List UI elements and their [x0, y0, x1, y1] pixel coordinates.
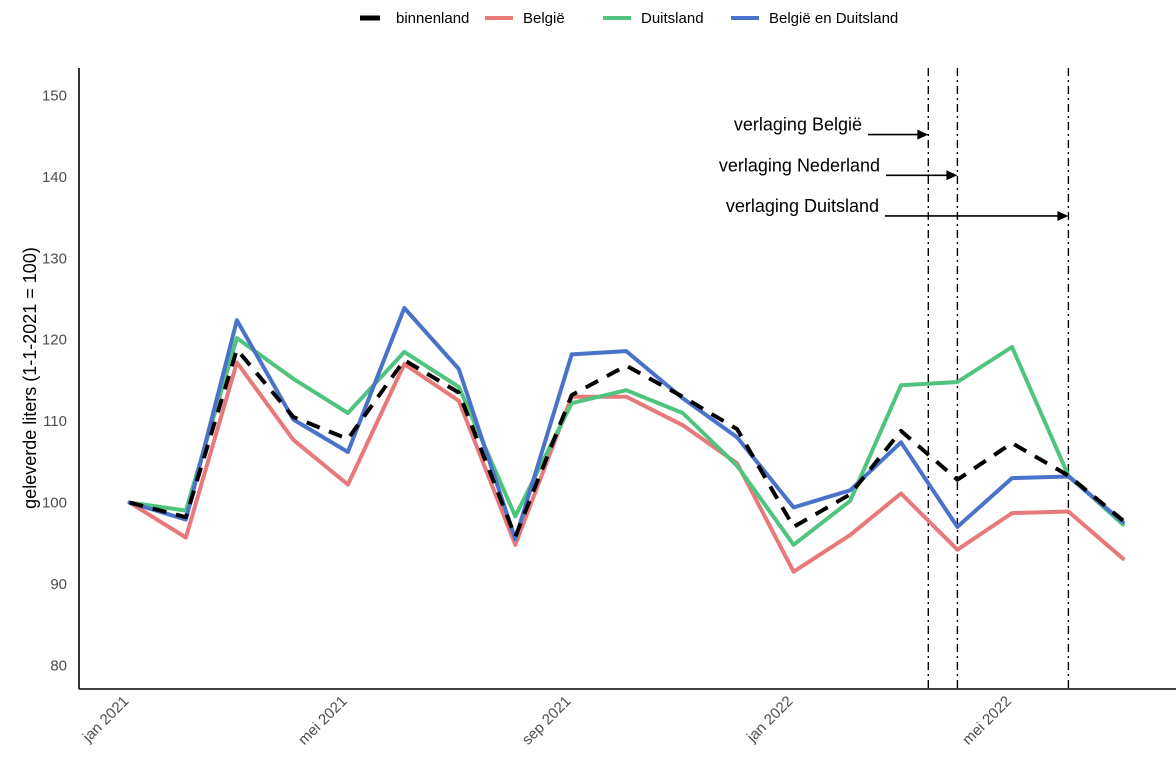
axes — [78, 68, 1176, 690]
x-tick-labels: jan 2021 mei 2021 sep 2021 jan 2022 mei 2022 — [79, 693, 1015, 749]
x-tick-label: jan 2021 — [79, 693, 132, 746]
y-tick-label: 90 — [50, 576, 67, 593]
annotation-arrowhead — [917, 129, 929, 140]
series-line-binnenland — [128, 347, 1125, 539]
y-tick-label: 100 — [42, 495, 67, 512]
legend-label: België — [523, 10, 565, 27]
y-tick-labels: 80 90 100 110 120 130 140 150 — [42, 88, 67, 675]
annotation-arrowhead — [946, 170, 958, 181]
x-tick-label: mei 2022 — [959, 693, 1015, 749]
x-tick-label: jan 2022 — [743, 693, 796, 746]
series-line-belgië-en-duitsland — [127, 306, 1125, 542]
annotation-arrowhead — [1057, 210, 1069, 221]
annotation-label: verlaging Nederland — [719, 155, 880, 175]
x-tick-label: sep 2021 — [519, 693, 575, 749]
y-tick-label: 120 — [42, 332, 67, 349]
series-lines — [127, 306, 1125, 574]
annotation-lines — [927, 68, 1070, 689]
legend-label: binnenland — [396, 10, 469, 27]
x-tick-label: mei 2021 — [295, 693, 351, 749]
annotation-arrows: verlaging België verlaging Nederland verla… — [719, 115, 1069, 221]
y-axis-title: geleverde liters (1-1-2021 = 100) — [20, 247, 40, 509]
legend-label: Duitsland — [641, 10, 704, 27]
series-line-duitsland — [127, 336, 1125, 547]
y-tick-label: 130 — [42, 250, 67, 267]
legend: binnenland België Duitsland België en Duits… — [360, 10, 898, 27]
legend-label: België en Duitsland — [769, 10, 898, 27]
annotation-label: verlaging België — [734, 115, 862, 135]
y-tick-label: 80 — [50, 657, 67, 674]
annotation-label: verlaging Duitsland — [726, 196, 879, 216]
series-line-belgië — [127, 360, 1125, 574]
y-tick-label: 150 — [42, 88, 67, 105]
y-tick-label: 110 — [43, 413, 67, 430]
y-tick-label: 140 — [42, 169, 67, 186]
